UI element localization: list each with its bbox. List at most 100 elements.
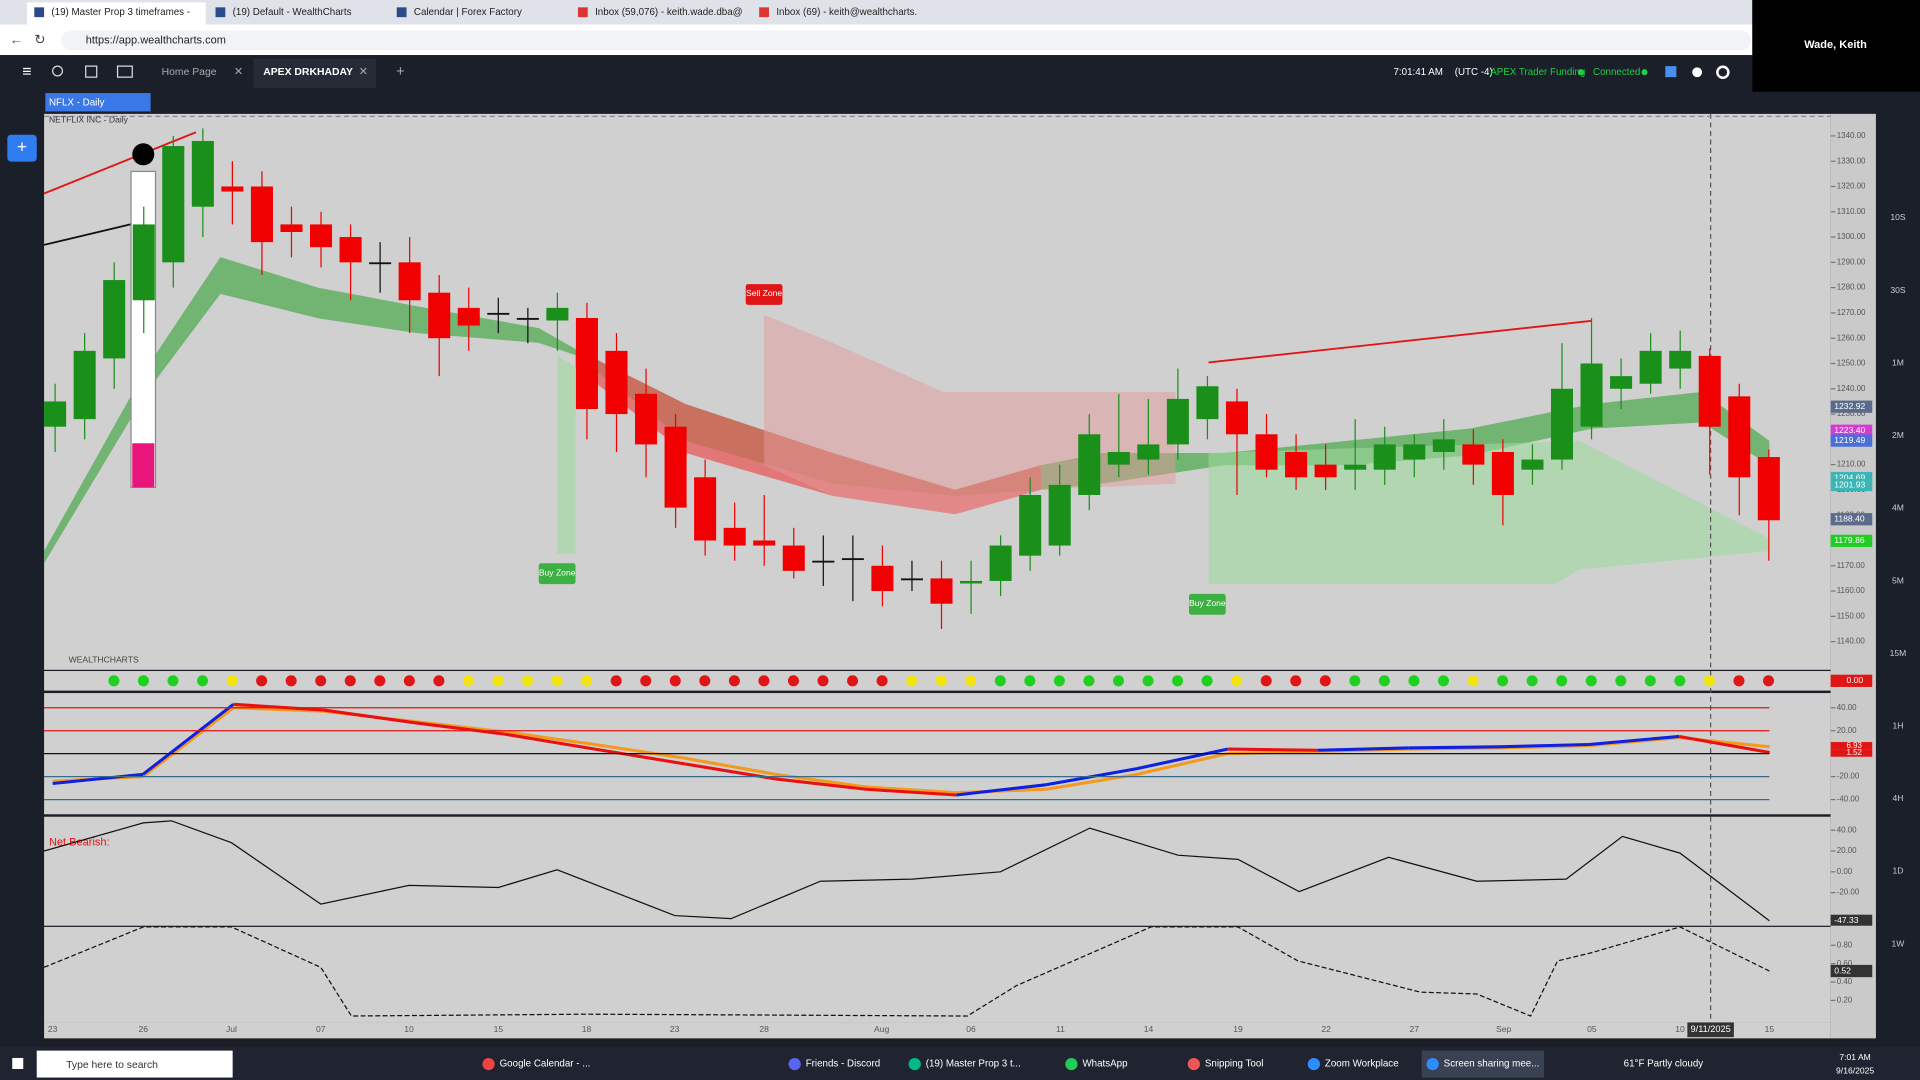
app-tab[interactable]: Home Page [162, 67, 217, 78]
taskbar-label: Zoom Workplace [1325, 1059, 1399, 1070]
add-button[interactable] [7, 134, 37, 162]
candle-body [1432, 439, 1455, 452]
chart-topbar [44, 91, 1876, 114]
menu-button[interactable]: ≡ [22, 63, 31, 80]
timeframe-button[interactable]: 5M [1892, 575, 1904, 585]
candle-body [250, 186, 273, 243]
timeframe-button[interactable]: 15M [1890, 648, 1907, 658]
oscillator-line [1317, 746, 1409, 752]
panel-tick-label: 20.00 [1837, 846, 1857, 855]
timeframe-button[interactable]: 4M [1892, 503, 1904, 513]
oscillator-line [323, 708, 415, 725]
timeframe-button[interactable]: 4H [1892, 793, 1903, 803]
candle-body [841, 558, 864, 561]
signal-dot [610, 675, 622, 687]
candle-body [871, 565, 894, 592]
oscillator-line [1227, 747, 1318, 752]
timeframe-button[interactable]: 1W [1892, 938, 1906, 948]
candle-body [575, 317, 598, 410]
back-button[interactable]: ← [10, 32, 23, 47]
trendline [1208, 319, 1592, 364]
price-tick-label: 1320.00 [1837, 182, 1866, 191]
signal-dot [1231, 675, 1243, 687]
timeframe-button[interactable]: 30S [1890, 285, 1906, 295]
browser-tab[interactable] [208, 2, 387, 25]
candle-body [428, 292, 451, 339]
candle-body [960, 580, 983, 584]
price-tag-label: 1201.93 [1834, 479, 1865, 489]
candle-body [1019, 494, 1042, 556]
taskbar [0, 1046, 1920, 1080]
price-tick-label: 1170.00 [1837, 561, 1866, 570]
settings-icon[interactable] [1716, 65, 1730, 79]
status-dot [1641, 69, 1648, 76]
close-tab[interactable]: ✕ [359, 66, 368, 78]
timeframe-button[interactable]: 10S [1890, 212, 1906, 222]
candle-body [1255, 434, 1278, 470]
panel-tick-label: 0.40 [1837, 977, 1853, 986]
taskbar-item[interactable] [1421, 1050, 1545, 1078]
signal-dot [1556, 675, 1568, 687]
net-bearish-panel [44, 816, 1831, 926]
candle-body [1491, 451, 1514, 495]
candle-body [1550, 388, 1574, 460]
taskbar-label: Google Calendar - ... [500, 1059, 591, 1070]
clock: 7:01:41 AM [1393, 67, 1442, 78]
save-icon[interactable] [1665, 66, 1677, 78]
layout-icon[interactable] [85, 65, 98, 78]
candle-body [723, 527, 746, 546]
date-label: 05 [1587, 1024, 1597, 1034]
candle-body [310, 224, 333, 248]
pin-icon[interactable] [132, 143, 155, 166]
timeframe-button[interactable]: 1M [1892, 357, 1904, 367]
signal-dot [906, 675, 918, 687]
candle-body [1196, 386, 1219, 420]
bell-icon[interactable] [1692, 67, 1703, 78]
account[interactable]: APEX Trader Funding [1490, 67, 1585, 78]
url-field[interactable] [61, 30, 1752, 51]
browser-tab[interactable] [26, 2, 206, 25]
browser-tab[interactable] [751, 2, 931, 25]
oscillator-line [413, 721, 505, 736]
symbol-tab[interactable] [45, 93, 151, 112]
sell-zone-label: Sell Zone [746, 288, 782, 298]
browser-tab[interactable] [570, 2, 750, 25]
timezone: (UTC -4) [1455, 67, 1493, 78]
search-box[interactable] [36, 1050, 233, 1078]
candle-body [635, 393, 658, 445]
ai-icon[interactable] [116, 65, 133, 78]
candle-body [221, 186, 244, 192]
color-swatch[interactable] [132, 443, 155, 488]
signal-dot [787, 675, 799, 687]
oscillator-line [594, 747, 686, 766]
crosshair-date: 9/11/2025 [1691, 1024, 1731, 1034]
signal-dot [1644, 675, 1656, 687]
status-dot [1577, 69, 1584, 76]
candle-body [1669, 350, 1692, 369]
candle-body [1166, 398, 1189, 445]
signal-dot [847, 675, 859, 687]
signal-dot [994, 675, 1006, 687]
close-tab[interactable]: ✕ [234, 66, 243, 78]
taskbar-icon [482, 1057, 495, 1071]
browser-tab[interactable] [389, 2, 569, 25]
trendline [43, 131, 197, 195]
start-button[interactable] [12, 1057, 24, 1069]
app-tab[interactable]: APEX DRKHADAY [263, 67, 353, 78]
timeframe-button[interactable]: 1H [1892, 721, 1903, 731]
signal-dot [728, 675, 740, 687]
nb-tag [1830, 914, 1873, 926]
price-tick-label: 1300.00 [1837, 232, 1866, 241]
price-tick-label: 1150.00 [1837, 611, 1866, 620]
panel-tick-label: 40.00 [1837, 825, 1857, 834]
reload-button[interactable]: ↻ [34, 32, 45, 47]
add-tab[interactable]: + [396, 64, 405, 80]
candle-body [132, 224, 155, 301]
candle-body [103, 280, 126, 359]
search-icon[interactable] [52, 65, 64, 77]
timeframe-button[interactable]: 2M [1892, 430, 1904, 440]
timeframe-button[interactable]: 1D [1892, 866, 1903, 876]
oscillator-line [594, 742, 686, 760]
date-label: 18 [582, 1024, 592, 1034]
